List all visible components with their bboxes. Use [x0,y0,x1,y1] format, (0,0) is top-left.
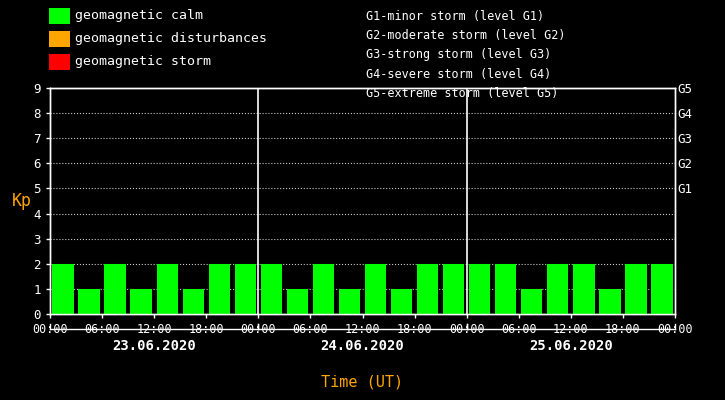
Bar [625,264,647,314]
Bar [52,264,74,314]
Text: 24.06.2020: 24.06.2020 [320,339,405,353]
Text: G2-moderate storm (level G2): G2-moderate storm (level G2) [366,29,566,42]
Bar [312,264,334,314]
Text: G5-extreme storm (level G5): G5-extreme storm (level G5) [366,87,558,100]
Text: geomagnetic disturbances: geomagnetic disturbances [75,32,267,45]
Bar [573,264,594,314]
Text: G1-minor storm (level G1): G1-minor storm (level G1) [366,10,544,23]
Bar [104,264,126,314]
Bar [157,264,178,314]
Bar [286,289,308,314]
Bar [261,264,282,314]
Text: geomagnetic calm: geomagnetic calm [75,10,203,22]
Bar [651,264,673,314]
Bar [391,289,413,314]
Text: Time (UT): Time (UT) [321,374,404,390]
Bar [365,264,386,314]
Text: Kp: Kp [12,192,32,210]
Bar [521,289,542,314]
Bar [339,289,360,314]
Bar [495,264,516,314]
Bar [599,289,621,314]
Bar [209,264,230,314]
Bar [183,289,204,314]
Bar [235,264,256,314]
Text: 25.06.2020: 25.06.2020 [529,339,613,353]
Text: G4-severe storm (level G4): G4-severe storm (level G4) [366,68,552,81]
Bar [417,264,439,314]
Bar [443,264,464,314]
Text: 23.06.2020: 23.06.2020 [112,339,196,353]
Text: geomagnetic storm: geomagnetic storm [75,55,211,68]
Bar [547,264,568,314]
Text: G3-strong storm (level G3): G3-strong storm (level G3) [366,48,552,61]
Bar [78,289,100,314]
Bar [130,289,152,314]
Bar [469,264,490,314]
